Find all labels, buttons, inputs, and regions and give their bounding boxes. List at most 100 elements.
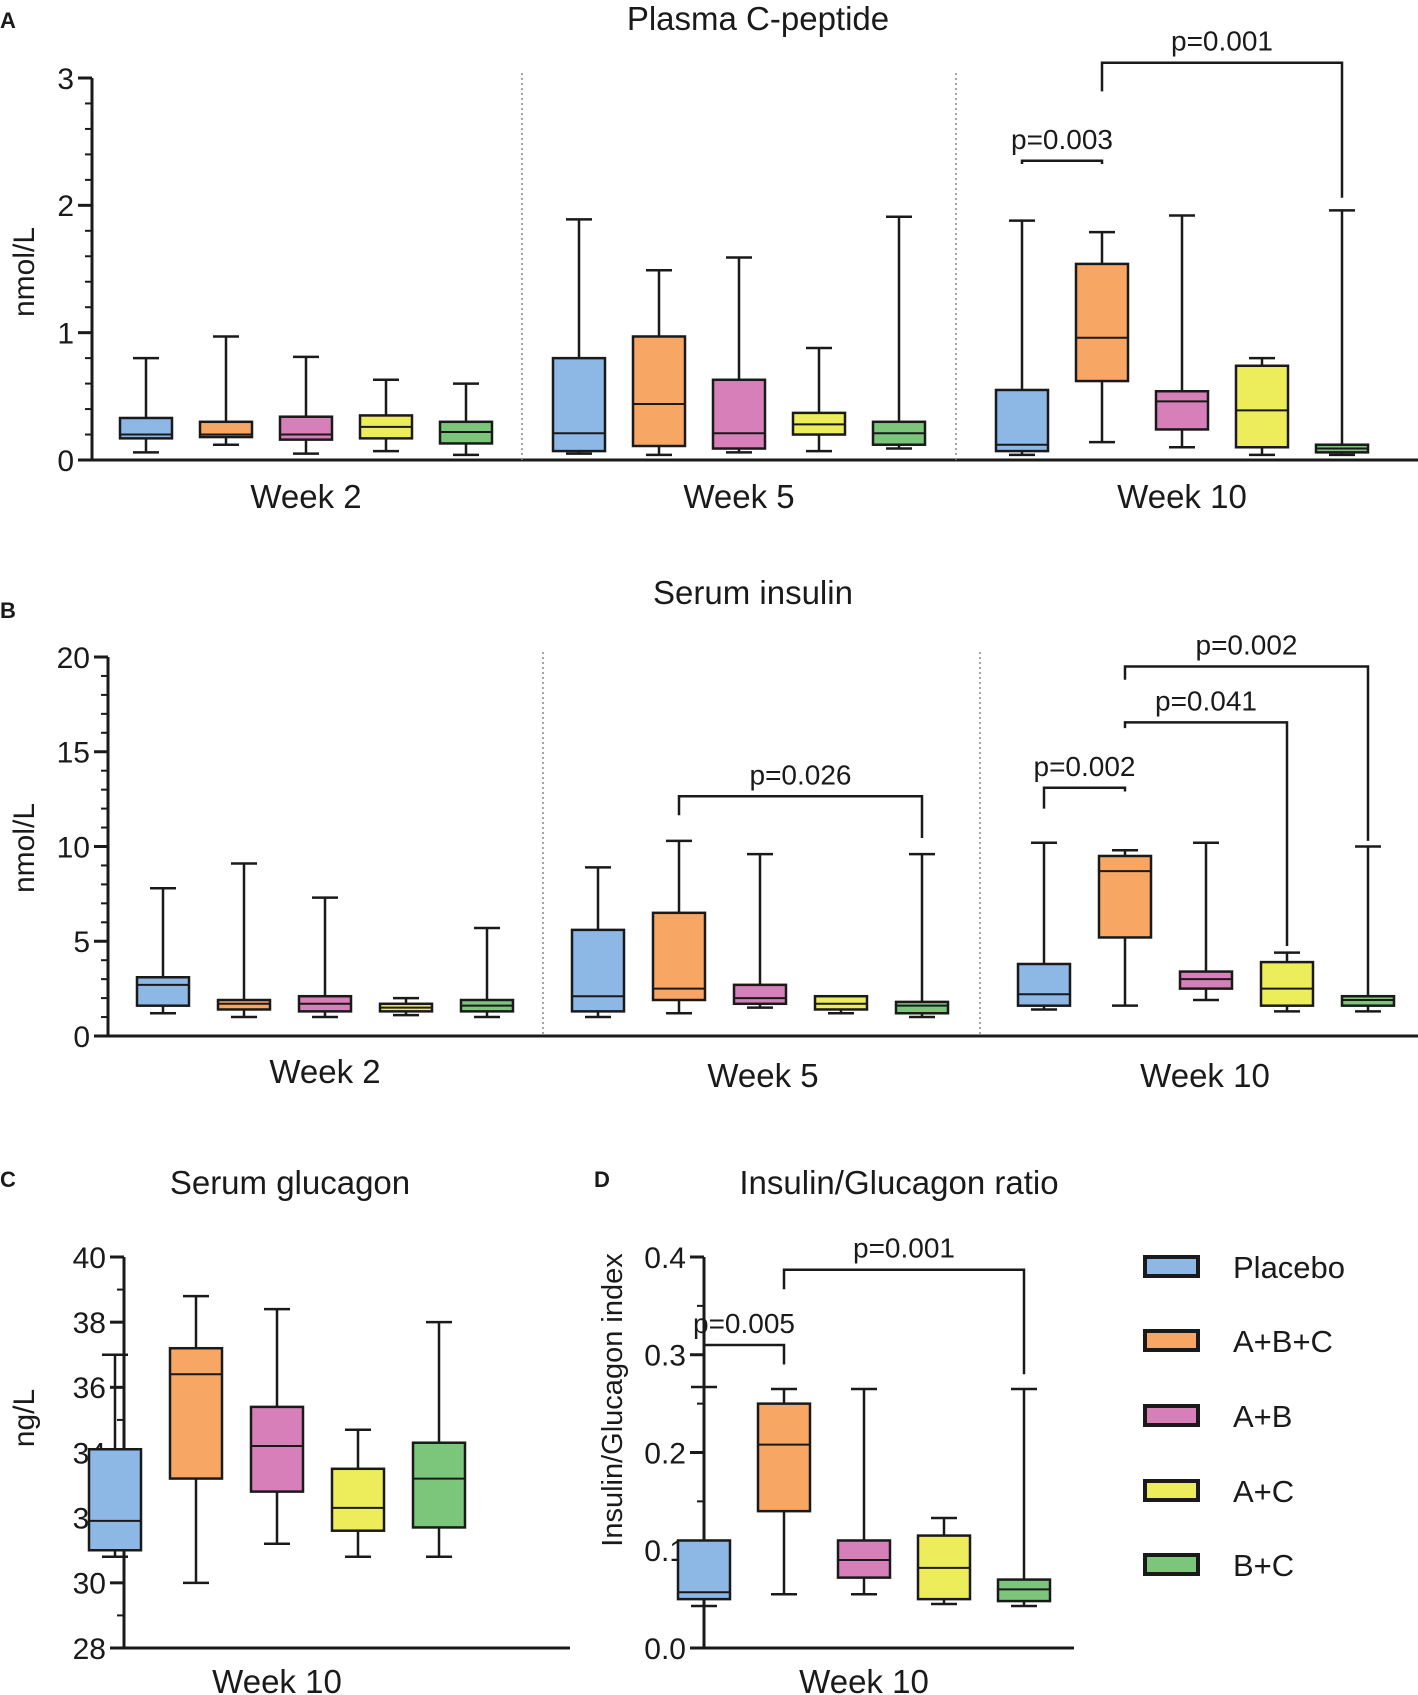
panel-d-box-ab-week-10: [836, 1387, 892, 1596]
panel-d-box-ac-week-10: [916, 1516, 972, 1606]
box-iqr: [631, 335, 687, 448]
panel-c-y-tick-label: 38: [73, 1307, 106, 1340]
box-iqr: [676, 1539, 732, 1601]
p-value-label: p=0.003: [1011, 124, 1113, 155]
legend-swatch-abc: [1143, 1329, 1200, 1352]
box-iqr: [732, 983, 788, 1006]
panel-d-box-bc-week-10: [996, 1387, 1052, 1608]
panel-a-box-placebo-week-5: [551, 218, 607, 455]
panel-b-y-tick-label: 15: [57, 737, 90, 770]
panel-a-y-tick-label: 3: [57, 63, 74, 96]
panel-a-box-bc-week-10: [1314, 209, 1370, 457]
p-value-label: p=0.041: [1155, 685, 1257, 716]
panel-b-y-tick-label: 0: [73, 1021, 90, 1054]
panel-c-box-ab-week-10: [249, 1307, 305, 1545]
box-iqr: [330, 1467, 386, 1532]
panel-d-significance-bracket: p=0.001: [782, 1233, 1026, 1375]
panel-a-box-abc-week-2: [198, 335, 254, 446]
panel-a-significance-bracket: p=0.003: [1011, 124, 1113, 164]
panel-b-box-abc-week-2: [216, 862, 272, 1019]
panel-a-box-abc-week-5: [631, 269, 687, 457]
panel-b-y-tick-label: 20: [57, 642, 90, 675]
panel-a-box-placebo-week-10: [994, 219, 1050, 457]
bracket-line: [782, 1268, 1026, 1375]
panel-d-group-label-week-10: Week 10: [799, 1663, 929, 1695]
panel-a-box-ac-week-2: [358, 378, 414, 453]
legend-label-ac: A+C: [1233, 1474, 1294, 1509]
panel-c-box-ac-week-10: [330, 1428, 386, 1559]
panel-b-box-ab-week-5: [732, 852, 788, 1009]
panel-b-group-label-week-10: Week 10: [1140, 1057, 1270, 1094]
bracket-line: [1100, 61, 1344, 198]
panel-letter-c: C: [0, 1167, 16, 1192]
box-iqr: [249, 1405, 305, 1493]
panel-d-significance-bracket: p=0.005: [693, 1308, 795, 1365]
panel-a-box-ab-week-2: [278, 355, 334, 455]
panel-a: A Plasma C-peptide nmol/L Week 2 Week 5 …: [0, 0, 1418, 515]
legend: Placebo A+B+C A+B A+C B+C: [1143, 1250, 1345, 1583]
panel-b-y-tick-label: 5: [73, 926, 90, 959]
bracket-line: [1042, 786, 1127, 809]
bracket-line: [1020, 159, 1104, 164]
panel-c-y-label: ng/L: [8, 1389, 41, 1447]
panel-b-box-ac-week-5: [813, 994, 869, 1015]
panel-b-significance-bracket: p=0.041: [1123, 685, 1289, 946]
panel-c-title: Serum glucagon: [170, 1164, 410, 1201]
panel-b-box-placebo-week-5: [570, 866, 626, 1019]
panel-d-box-abc-week-10: [756, 1387, 812, 1596]
panel-d-box-placebo-week-10: [676, 1385, 732, 1608]
box-iqr: [551, 356, 607, 453]
panel-b-box-ab-week-10: [1178, 841, 1234, 1002]
panel-b-y-label: nmol/L: [8, 803, 41, 893]
panel-b: B Serum insulin nmol/L Week 2 Week 5 Wee…: [0, 574, 1418, 1094]
panel-b-box-placebo-week-10: [1016, 841, 1072, 1011]
box-iqr: [198, 420, 254, 439]
bracket-line: [1123, 721, 1289, 946]
box-iqr: [570, 928, 626, 1013]
p-value-label: p=0.005: [693, 1308, 795, 1339]
panel-b-box-placebo-week-2: [135, 886, 191, 1015]
panel-letter-d: D: [594, 1167, 610, 1192]
legend-label-ab: A+B: [1233, 1399, 1292, 1434]
panel-b-box-bc-week-10: [1340, 845, 1396, 1013]
panel-a-significance-bracket: p=0.001: [1100, 26, 1344, 198]
legend-swatch-placebo: [1143, 1255, 1200, 1278]
box-iqr: [135, 976, 191, 1007]
bracket-line: [1123, 665, 1370, 841]
box-iqr: [1074, 262, 1130, 383]
box-iqr: [994, 388, 1050, 453]
panel-b-significance-bracket: p=0.002: [1034, 751, 1136, 809]
panel-c-y-tick-label: 36: [73, 1372, 106, 1405]
panel-d-y-tick-label: 0.0: [644, 1633, 686, 1666]
panel-b-box-ac-week-10: [1259, 951, 1315, 1013]
panel-a-y-tick-label: 1: [57, 317, 74, 350]
panel-b-significance-bracket: p=0.026: [677, 759, 924, 838]
legend-swatch-ac: [1143, 1479, 1200, 1502]
panel-c-box-placebo-week-10: [87, 1353, 143, 1559]
panel-c-box-bc-week-10: [411, 1320, 467, 1559]
panel-b-group-label-week-5: Week 5: [707, 1057, 818, 1094]
panel-d-y-tick-label: 0.2: [644, 1437, 686, 1470]
bracket-line: [702, 1343, 786, 1365]
box-iqr: [118, 416, 174, 440]
panel-a-group-label-week-2: Week 2: [250, 478, 361, 515]
panel-c-box-abc-week-10: [168, 1294, 224, 1585]
box-iqr: [1154, 389, 1210, 431]
panel-d-y-label: Insulin/Glucagon index: [597, 1253, 629, 1547]
panel-d-y-tick-label: 0.3: [644, 1340, 686, 1373]
panel-d-title: Insulin/Glucagon ratio: [739, 1164, 1058, 1201]
box-iqr: [87, 1447, 143, 1552]
box-iqr: [411, 1441, 467, 1529]
panel-c: C Serum glucagon ng/L Week 10 2830323436…: [0, 1164, 570, 1695]
legend-swatch-bc: [1143, 1553, 1200, 1576]
box-iqr: [894, 1000, 950, 1015]
panel-c-group-label-week-10: Week 10: [212, 1663, 342, 1695]
box-iqr: [711, 378, 767, 450]
panel-b-box-bc-week-5: [894, 852, 950, 1019]
bracket-line: [677, 795, 924, 838]
box-iqr: [1234, 364, 1290, 449]
p-value-label: p=0.002: [1196, 629, 1298, 660]
box-iqr: [278, 415, 334, 441]
panel-b-box-bc-week-2: [459, 926, 515, 1019]
